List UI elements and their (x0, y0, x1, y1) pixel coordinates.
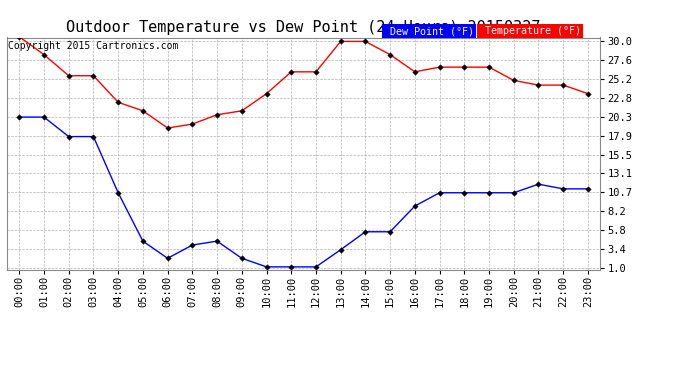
Text: Temperature (°F): Temperature (°F) (479, 26, 581, 36)
Text: Copyright 2015 Cartronics.com: Copyright 2015 Cartronics.com (8, 41, 179, 51)
Title: Outdoor Temperature vs Dew Point (24 Hours) 20150327: Outdoor Temperature vs Dew Point (24 Hou… (66, 20, 541, 35)
Text: Dew Point (°F): Dew Point (°F) (384, 26, 474, 36)
